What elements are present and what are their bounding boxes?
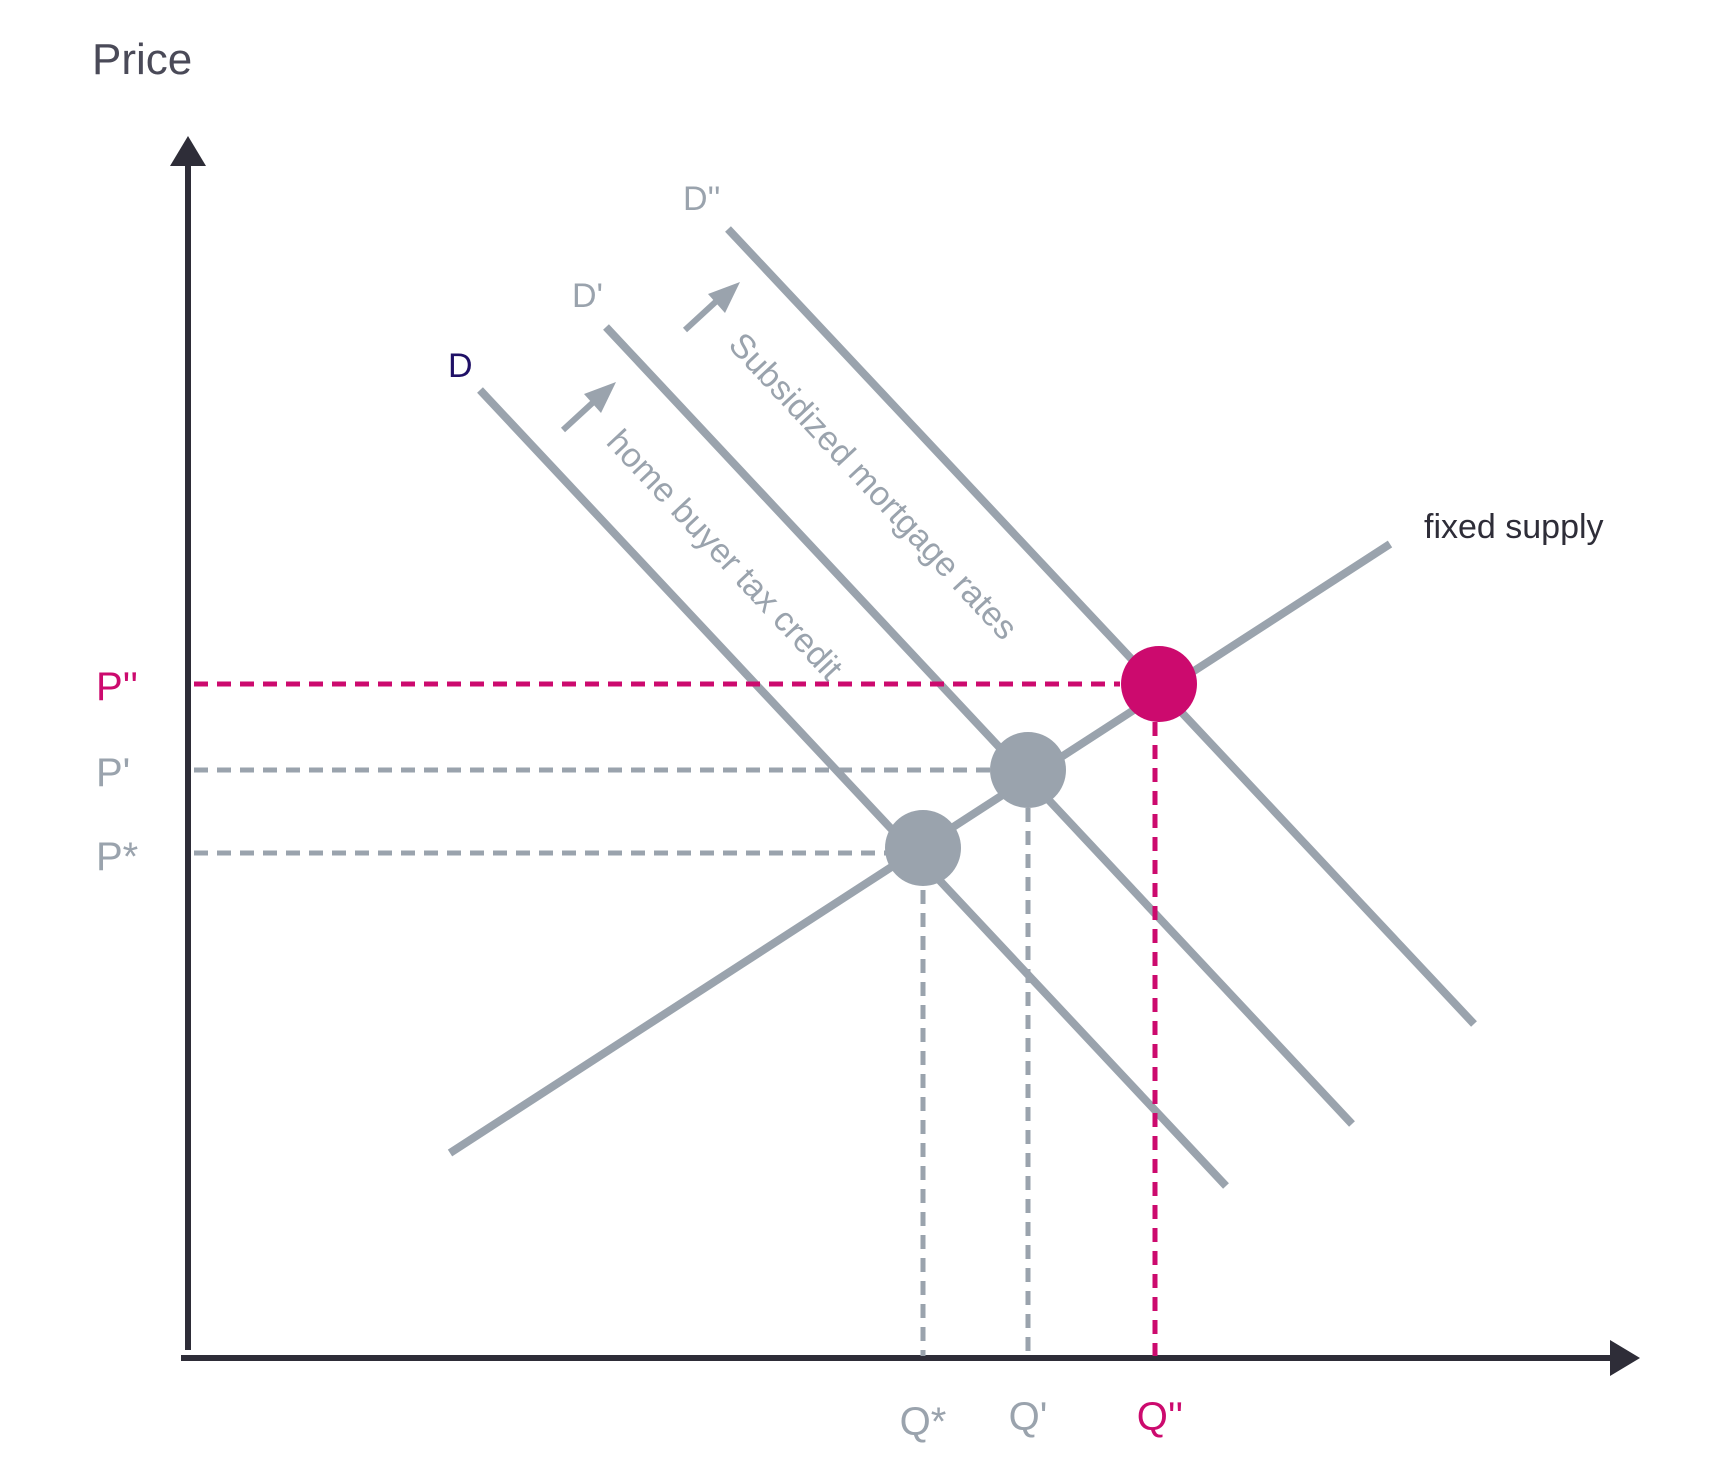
equilibrium-point-0 — [885, 810, 961, 886]
guide-lines-highlight — [194, 681, 1158, 1356]
equilibrium-point-1 — [990, 732, 1066, 808]
y-axis-arrowhead — [170, 136, 206, 166]
curve-label-d: D — [448, 347, 473, 385]
shift-arrows — [560, 282, 740, 433]
quantity-tick-q0: Q* — [900, 1400, 947, 1444]
demand-curve-d2 — [725, 226, 1477, 1027]
curves — [447, 226, 1477, 1189]
price-tick-p2: P'' — [96, 665, 138, 709]
axes — [170, 136, 1640, 1376]
quantity-tick-q2: Q'' — [1137, 1395, 1183, 1439]
quantity-tick-q1: Q' — [1009, 1395, 1048, 1439]
equilibrium-point-2 — [1121, 646, 1197, 722]
price-tick-p1: P' — [96, 751, 130, 795]
y-axis-label: Price — [92, 35, 192, 84]
price-tick-p0: P* — [96, 835, 138, 879]
shift-arrow-1 — [560, 382, 616, 433]
guide-lines-grey — [194, 767, 1031, 1356]
curve-label-d1: D' — [572, 277, 603, 315]
arrow-up-right-icon — [584, 382, 616, 413]
curve-label-d2: D'' — [683, 180, 721, 218]
demand-curve-d1 — [603, 324, 1355, 1127]
shift-arrow-2 — [682, 282, 740, 333]
arrow-up-right-icon — [708, 282, 740, 313]
equilibrium-points — [885, 646, 1197, 886]
demand-curve-d — [477, 387, 1229, 1189]
supply-curve-label: fixed supply — [1424, 508, 1604, 546]
x-axis-arrowhead — [1610, 1340, 1640, 1376]
